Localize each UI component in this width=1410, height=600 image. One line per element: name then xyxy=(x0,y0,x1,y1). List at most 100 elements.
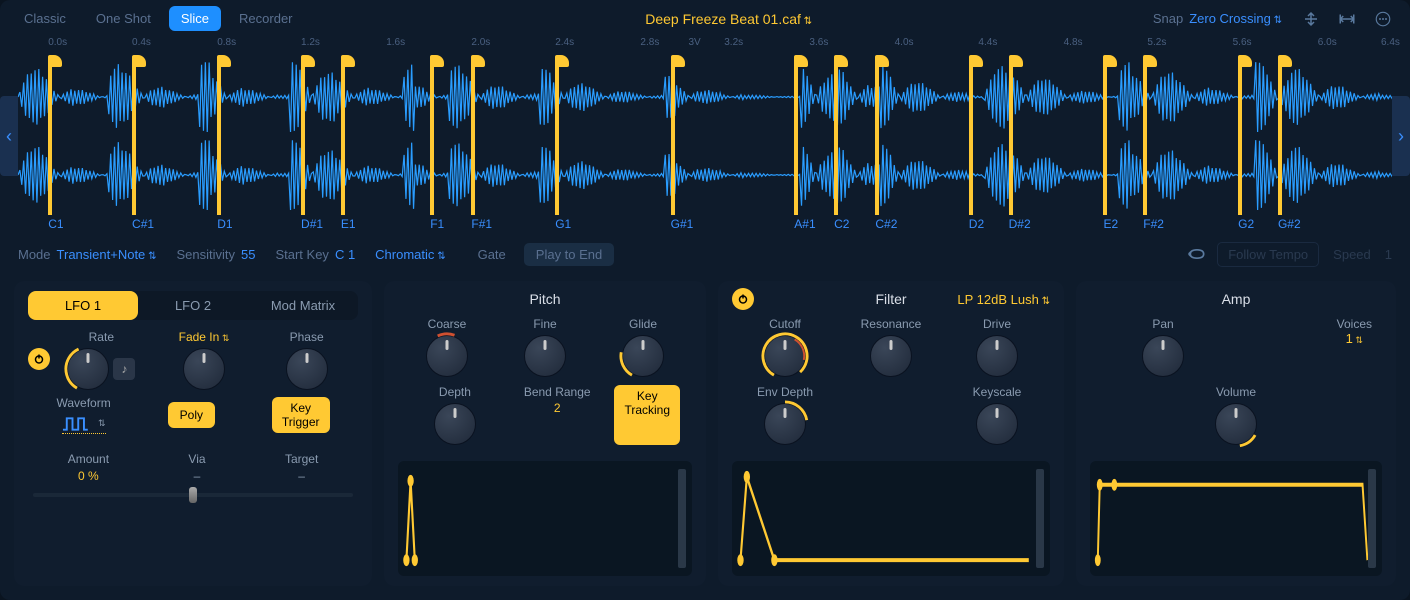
nav-next-icon[interactable]: › xyxy=(1392,96,1410,176)
lfo-tab-lfo-2[interactable]: LFO 2 xyxy=(138,291,248,320)
slice-marker[interactable] xyxy=(555,57,559,215)
slice-marker[interactable] xyxy=(1143,57,1147,215)
pan-knob[interactable] xyxy=(1142,335,1184,377)
amount-slider[interactable] xyxy=(33,493,353,497)
phase-knob[interactable] xyxy=(286,348,328,390)
lfo-panel: LFO 1LFO 2Mod Matrix Rate ♪ Fade In Phas… xyxy=(14,281,372,586)
loop-icon[interactable] xyxy=(1183,243,1211,265)
rate-knob[interactable] xyxy=(67,348,109,390)
time-mark: 3V xyxy=(689,37,701,48)
slice-marker[interactable] xyxy=(1009,57,1013,215)
slice-note-label: D2 xyxy=(969,217,984,231)
env-depth-label: Env Depth xyxy=(757,385,813,399)
cutoff-knob[interactable] xyxy=(764,335,806,377)
mode-param-value[interactable]: Transient+Note xyxy=(57,247,157,262)
filter-envelope[interactable] xyxy=(732,461,1050,576)
time-mark: 5.6s xyxy=(1233,37,1252,48)
slice-note-label: C#1 xyxy=(132,217,154,231)
time-mark: 0.8s xyxy=(217,37,236,48)
time-mark: 4.4s xyxy=(978,37,997,48)
slice-marker[interactable] xyxy=(132,57,136,215)
snap-value[interactable]: Zero Crossing xyxy=(1189,11,1282,26)
slice-marker[interactable] xyxy=(794,57,798,215)
waveform-display[interactable] xyxy=(18,57,1392,215)
mode-tab-classic[interactable]: Classic xyxy=(12,6,78,31)
slice-marker[interactable] xyxy=(1278,57,1282,215)
slice-marker[interactable] xyxy=(834,57,838,215)
time-mark: 2.0s xyxy=(471,37,490,48)
more-icon[interactable] xyxy=(1368,6,1398,32)
slice-marker[interactable] xyxy=(430,57,434,215)
depth-knob[interactable] xyxy=(434,403,476,445)
rate-sync-icon[interactable]: ♪ xyxy=(113,358,135,380)
env-depth-knob[interactable] xyxy=(764,403,806,445)
nav-prev-icon[interactable]: ‹ xyxy=(0,96,18,176)
key-trigger-button[interactable]: KeyTrigger xyxy=(272,397,330,434)
rate-label: Rate xyxy=(89,330,114,344)
glide-knob[interactable] xyxy=(622,335,664,377)
key-tracking-button[interactable]: KeyTracking xyxy=(614,385,680,445)
glide-label: Glide xyxy=(629,317,657,331)
fine-knob[interactable] xyxy=(524,335,566,377)
lfo-tab-lfo-1[interactable]: LFO 1 xyxy=(28,291,138,320)
speed-value[interactable]: 1 xyxy=(1385,247,1392,262)
slice-marker[interactable] xyxy=(969,57,973,215)
voices-label: Voices xyxy=(1337,317,1372,331)
slice-note-label: D1 xyxy=(217,217,232,231)
slice-marker[interactable] xyxy=(301,57,305,215)
time-mark: 4.8s xyxy=(1064,37,1083,48)
mode-tab-one-shot[interactable]: One Shot xyxy=(84,6,163,31)
play-to-end-button[interactable]: Play to End xyxy=(524,243,615,266)
pitch-panel: Pitch Coarse Fine Glide Depth Bend Range… xyxy=(384,281,706,586)
slice-marker[interactable] xyxy=(875,57,879,215)
keyscale-knob[interactable] xyxy=(976,403,1018,445)
via-value[interactable]: – xyxy=(194,469,201,483)
slice-note-label: E2 xyxy=(1103,217,1118,231)
slice-marker[interactable] xyxy=(1238,57,1242,215)
sensitivity-value[interactable]: 55 xyxy=(241,247,255,262)
startkey-value[interactable]: C 1 xyxy=(335,247,355,262)
resonance-knob[interactable] xyxy=(870,335,912,377)
fade-in-knob[interactable] xyxy=(183,348,225,390)
filter-type[interactable]: LP 12dB Lush xyxy=(957,292,1050,307)
voices-value[interactable]: 1 xyxy=(1337,331,1372,346)
slice-marker[interactable] xyxy=(471,57,475,215)
poly-button[interactable]: Poly xyxy=(168,402,215,428)
slice-marker[interactable] xyxy=(671,57,675,215)
amp-envelope[interactable] xyxy=(1090,461,1382,576)
time-mark: 0.0s xyxy=(48,37,67,48)
mode-tab-recorder[interactable]: Recorder xyxy=(227,6,304,31)
cutoff-label: Cutoff xyxy=(769,317,801,331)
volume-knob[interactable] xyxy=(1215,403,1257,445)
bend-range-value[interactable]: 2 xyxy=(554,401,561,415)
coarse-knob[interactable] xyxy=(426,335,468,377)
target-value[interactable]: – xyxy=(298,469,305,483)
slice-marker[interactable] xyxy=(1103,57,1107,215)
waveform-selector[interactable] xyxy=(62,414,106,434)
fine-label: Fine xyxy=(533,317,556,331)
slice-marker[interactable] xyxy=(341,57,345,215)
lfo-tab-mod-matrix[interactable]: Mod Matrix xyxy=(248,291,358,320)
fade-in-label[interactable]: Fade In xyxy=(179,330,230,344)
slice-note-label: G1 xyxy=(555,217,571,231)
lfo-power-button[interactable] xyxy=(28,348,50,370)
panels: LFO 1LFO 2Mod Matrix Rate ♪ Fade In Phas… xyxy=(0,273,1410,600)
pitch-envelope[interactable] xyxy=(398,461,692,576)
drive-knob[interactable] xyxy=(976,335,1018,377)
slice-note-label: F#1 xyxy=(471,217,492,231)
horizontal-fit-icon[interactable] xyxy=(1332,6,1362,32)
filter-power-button[interactable] xyxy=(732,288,754,310)
slice-marker[interactable] xyxy=(48,57,52,215)
follow-tempo-button[interactable]: Follow Tempo xyxy=(1217,242,1319,267)
vertical-zoom-icon[interactable] xyxy=(1296,6,1326,32)
drive-label: Drive xyxy=(983,317,1011,331)
pitch-title: Pitch xyxy=(529,291,560,307)
slice-marker[interactable] xyxy=(217,57,221,215)
chromatic-value[interactable]: Chromatic xyxy=(375,247,445,262)
pan-label: Pan xyxy=(1152,317,1173,331)
gate-button[interactable]: Gate xyxy=(466,243,518,266)
slice-note-label: A#1 xyxy=(794,217,815,231)
mode-tab-slice[interactable]: Slice xyxy=(169,6,221,31)
file-title[interactable]: Deep Freeze Beat 01.caf xyxy=(311,11,1147,27)
amount-value[interactable]: 0 % xyxy=(78,469,99,483)
